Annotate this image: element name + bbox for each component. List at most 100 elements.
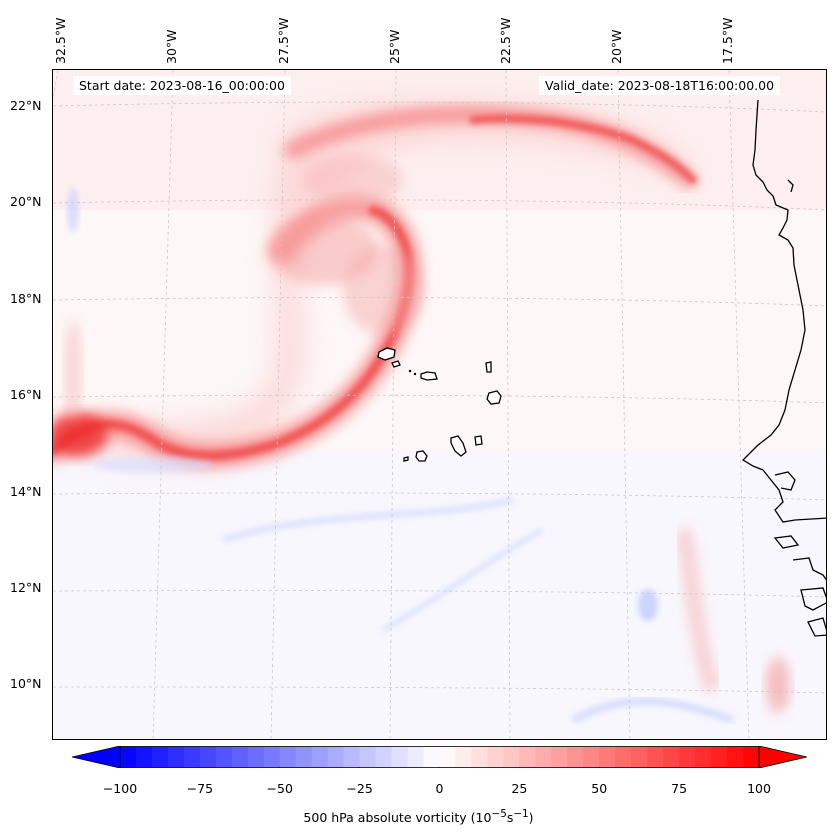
colorbar-bin xyxy=(503,746,520,768)
colorbar-tick-label: −100 xyxy=(102,781,138,796)
colorbar-bin xyxy=(519,746,536,768)
colorbar-tick-label: −75 xyxy=(186,781,214,796)
lat-label-18n: 18°N xyxy=(10,291,42,306)
coastal-positive-streak xyxy=(675,528,721,693)
island-fogo xyxy=(415,450,428,462)
gridline-lon xyxy=(389,70,397,739)
colorbar-ticks xyxy=(119,767,760,768)
coastal-positive-spot xyxy=(766,657,790,713)
colorbar-bin xyxy=(183,746,201,768)
island-santo-antao xyxy=(377,347,396,361)
colorbar-bin xyxy=(535,746,552,768)
colorbar-bin xyxy=(551,746,568,768)
colorbar-tick-label: 50 xyxy=(591,781,608,796)
africa-coastline xyxy=(741,99,826,637)
colorbar-bin xyxy=(455,746,473,768)
positive-streak xyxy=(65,320,81,420)
vorticity-maximum xyxy=(53,413,108,457)
valid-date-label: Valid_date: 2023-08-18T16:00:00.00 xyxy=(539,76,781,95)
island-islet xyxy=(413,372,417,376)
coastline-bissagos xyxy=(800,587,826,611)
colorbar-bin xyxy=(439,746,457,768)
colorbar-extend-low xyxy=(72,746,121,768)
coastline-detail-north xyxy=(787,179,794,193)
gridline-lat xyxy=(53,101,826,113)
colorbar-bin xyxy=(215,746,233,768)
swirl-blob xyxy=(343,245,423,335)
colorbar-label-text: 500 hPa absolute vorticity (10 xyxy=(303,810,492,826)
colorbar-bin xyxy=(263,746,281,768)
lat-label-22n: 22°N xyxy=(10,98,42,113)
colorbar-bin xyxy=(615,746,632,768)
negative-vorticity-spot xyxy=(67,188,79,232)
island-santa-luzia xyxy=(408,369,412,373)
colorbar-bin xyxy=(711,746,728,768)
lon-label-32-5w: 32.5°W xyxy=(53,17,68,64)
swirl-blob xyxy=(303,155,403,205)
lat-label-12n: 12°N xyxy=(10,580,42,595)
gridline-lon xyxy=(53,70,59,101)
colorbar-bin xyxy=(151,746,169,768)
coastline-detail xyxy=(774,471,796,491)
colorbar-label-close: ) xyxy=(528,810,534,826)
colorbar-bin xyxy=(727,746,744,768)
colorbar-bin xyxy=(679,746,696,768)
colorbar-label: 500 hPa absolute vorticity (10−5s−1) xyxy=(0,808,837,825)
northern-arc-core xyxy=(469,114,697,184)
cape-verde-islands xyxy=(377,347,502,462)
negative-vorticity-streak xyxy=(93,457,213,473)
gridline-lat xyxy=(53,686,826,694)
gridline-lon xyxy=(152,70,174,739)
gridline-lon xyxy=(617,70,631,739)
colorbar-bin xyxy=(279,746,297,768)
colorbar-bin xyxy=(471,746,489,768)
colorbar-tick-label: 25 xyxy=(511,781,528,796)
island-santiago xyxy=(450,435,467,457)
lon-label-30w: 30°W xyxy=(164,29,179,64)
colorbar-bin xyxy=(375,746,393,768)
gridline-lon xyxy=(728,70,750,739)
gridline-lat xyxy=(53,394,826,404)
colorbar-bin xyxy=(567,746,584,768)
colorbar-tick-label: 0 xyxy=(435,781,444,796)
island-brava xyxy=(403,456,409,462)
colorbar-bin xyxy=(167,746,185,768)
colorbar-bin xyxy=(231,746,249,768)
lon-label-22-5w: 22.5°W xyxy=(498,17,513,64)
vorticity-map xyxy=(53,70,826,739)
start-date-label: Start date: 2023-08-16_00:00:00 xyxy=(73,76,291,95)
lon-label-25w: 25°W xyxy=(387,29,402,64)
island-boa-vista xyxy=(486,390,502,405)
graticule xyxy=(53,70,826,739)
colorbar-bin xyxy=(599,746,616,768)
colorbar-bin xyxy=(247,746,265,768)
map-panel xyxy=(52,69,827,740)
lon-label-20w: 20°W xyxy=(609,29,624,64)
colorbar xyxy=(72,746,807,768)
lat-label-14n: 14°N xyxy=(10,484,42,499)
coastline-path xyxy=(741,99,826,523)
lon-label-17-5w: 17.5°W xyxy=(720,17,735,64)
gridline-lat xyxy=(53,492,826,501)
colorbar-bin xyxy=(407,746,425,768)
colorbar-bin xyxy=(295,746,313,768)
colorbar-bin xyxy=(583,746,600,768)
colorbar-bin xyxy=(199,746,217,768)
gridline-lat xyxy=(53,590,826,598)
colorbar-bin xyxy=(663,746,680,768)
lat-label-16n: 16°N xyxy=(10,387,42,402)
colorbar-bin xyxy=(631,746,648,768)
colorbar-tick-label: 75 xyxy=(671,781,688,796)
colorbar-tick-label: −50 xyxy=(266,781,293,796)
colorbar-bin xyxy=(343,746,361,768)
colorbar-bin xyxy=(359,746,377,768)
island-sao-nicolau xyxy=(420,371,438,381)
colorbar-extend-high xyxy=(758,746,807,768)
negative-vorticity-streak xyxy=(222,497,514,543)
colorbar-tick-label: −25 xyxy=(346,781,373,796)
island-maio xyxy=(474,435,483,446)
colorbar-bin xyxy=(120,746,137,768)
negative-vorticity-spot xyxy=(638,589,658,621)
colorbar-bin xyxy=(311,746,329,768)
colorbar-label-exponent-2: −1 xyxy=(513,808,529,820)
